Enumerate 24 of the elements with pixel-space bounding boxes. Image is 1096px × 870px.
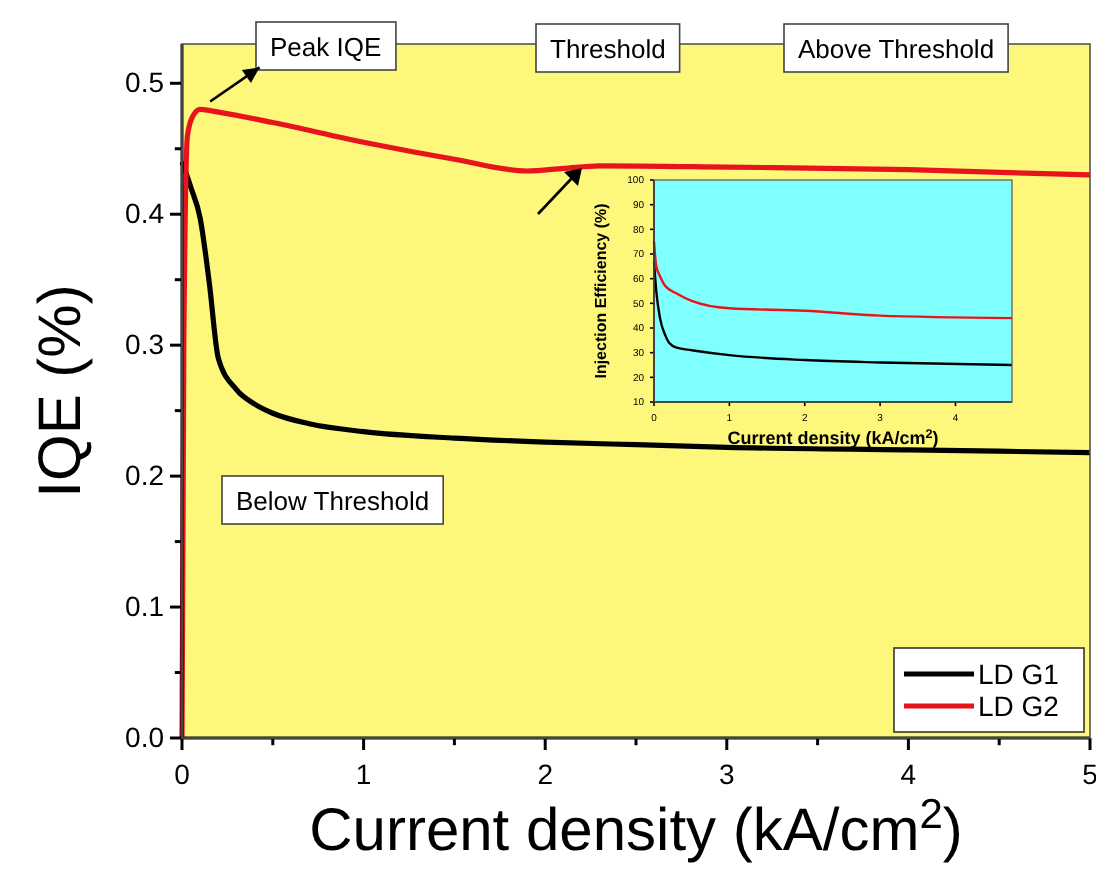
line-series	[179, 159, 1093, 456]
x-tick-label: 1	[355, 758, 372, 790]
line-series	[652, 240, 1014, 320]
x-tick-label: 4	[900, 758, 917, 790]
y-tick-label: 0.3	[125, 328, 165, 361]
y-axis-title: IQE (%)	[28, 284, 94, 498]
y-tick-label: 0.5	[125, 66, 165, 99]
x-tick-label: 0	[174, 758, 191, 790]
legend-label: LD G2	[978, 690, 1060, 722]
annotation: Below Threshold	[236, 486, 430, 516]
x-axis-title: Current density (kA/cm$^{2}$)	[309, 791, 963, 864]
y-axis-title: Injection Efficiency (%)	[592, 202, 610, 379]
x-axis-title: Current density (kA/cm$^{2}$)	[727, 427, 939, 448]
annotation: Peak IQE	[270, 32, 382, 62]
legend-label: LD G1	[978, 658, 1060, 690]
annotation: Threshold	[550, 34, 666, 64]
annotation: Above Threshold	[798, 34, 995, 64]
x-tick-label: 2	[537, 758, 554, 790]
y-tick-label: 0.4	[125, 197, 165, 230]
x-tick-label: 3	[719, 758, 735, 790]
y-tick-label: 0.2	[125, 459, 165, 492]
text: 0.0	[125, 720, 164, 753]
x-tick-label: 5	[1082, 758, 1096, 790]
y-tick-label: 0.1	[125, 590, 165, 623]
